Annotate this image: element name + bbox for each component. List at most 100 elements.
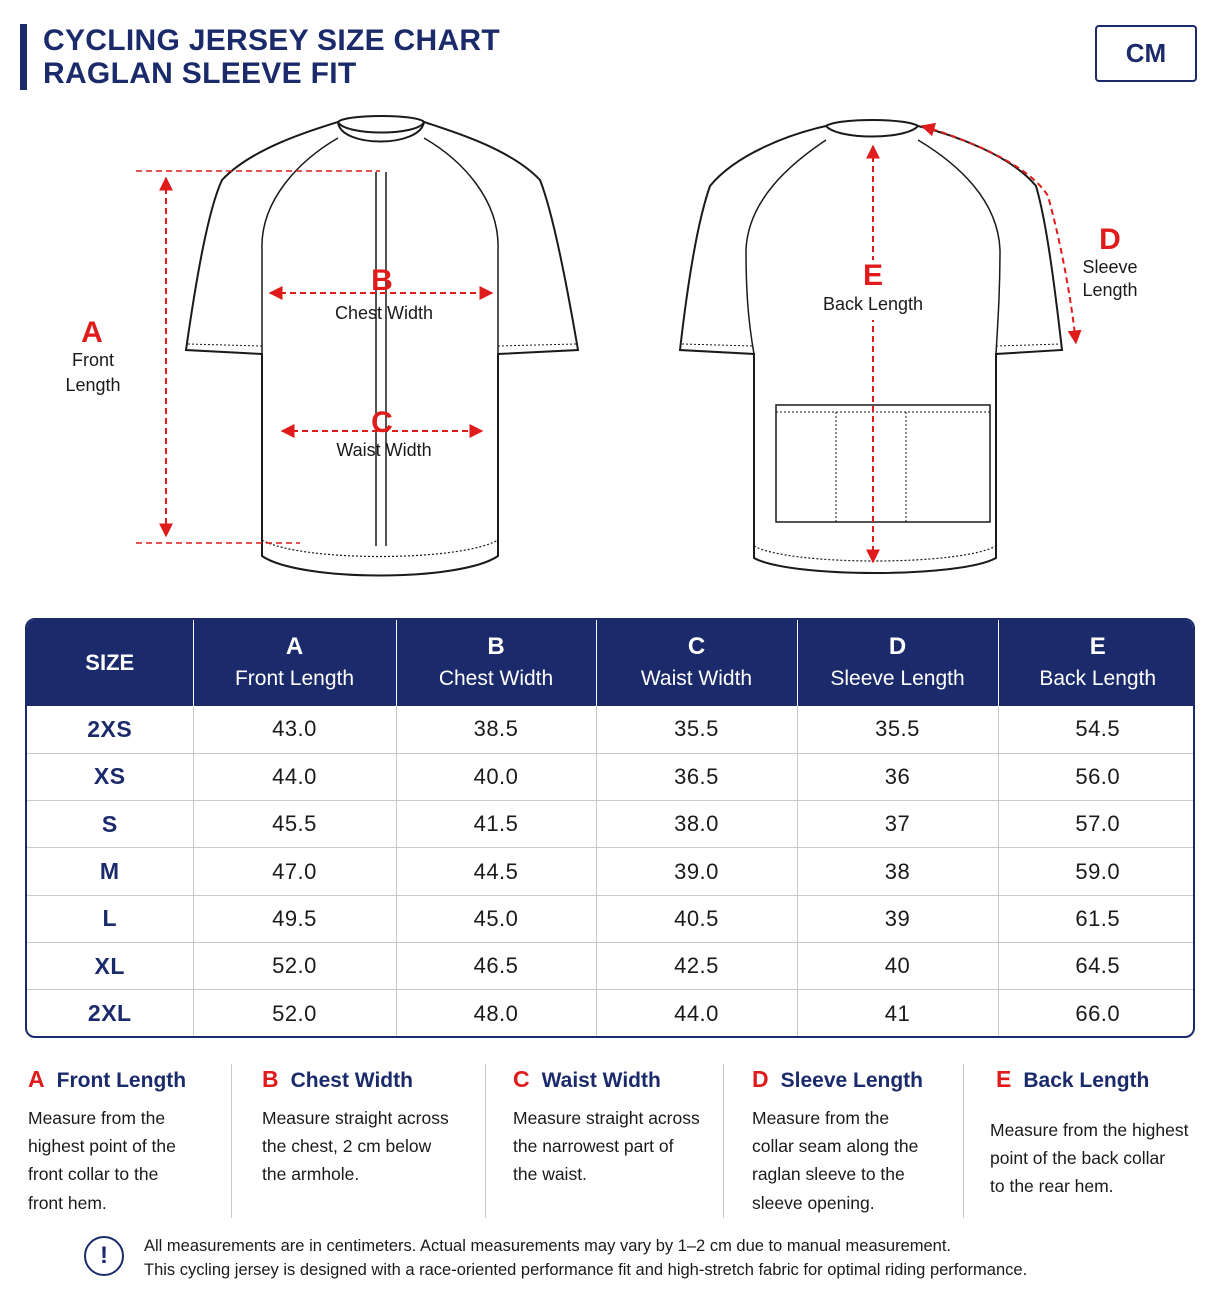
size-table: SIZE A Front Length B Chest Width C Waist W… bbox=[27, 620, 1193, 1036]
value-cell: 40.5 bbox=[596, 895, 798, 943]
back-length-letter: E bbox=[863, 259, 883, 292]
jersey-diagram: A Front Length B Chest Width C Waist Wid… bbox=[65, 115, 1138, 577]
value-cell: 44.0 bbox=[193, 753, 397, 802]
legend-divider bbox=[963, 1064, 964, 1218]
value-cell: 42.5 bbox=[596, 942, 798, 991]
value-cell: 64.5 bbox=[998, 942, 1193, 991]
sleeve-length-letter: D bbox=[1099, 223, 1121, 256]
page-header: CYCLING JERSEY SIZE CHART RAGLAN SLEEVE … bbox=[20, 24, 500, 90]
value-cell: 38.5 bbox=[396, 706, 597, 754]
waist-width-label: Waist Width bbox=[336, 440, 431, 460]
value-cell: 43.0 bbox=[193, 706, 397, 754]
legend-item-sleeve-length: D Sleeve Length Measure from the collar s… bbox=[752, 1062, 962, 1220]
legend-item-waist-width: C Waist Width Measure straight across the… bbox=[513, 1062, 723, 1220]
size-table-container: SIZE A Front Length B Chest Width C Waist W… bbox=[25, 618, 1195, 1038]
table-row: L 49.5 45.0 40.5 39 61.5 bbox=[27, 895, 1193, 943]
footnote: ! All measurements are in centimeters. A… bbox=[84, 1232, 1184, 1286]
back-length-label: Back Length bbox=[823, 294, 923, 314]
legend-title: Front Length bbox=[56, 1069, 187, 1092]
front-length-letter: A bbox=[81, 316, 103, 349]
value-cell: 52.0 bbox=[193, 942, 397, 991]
value-cell: 54.5 bbox=[998, 706, 1193, 754]
unit-badge[interactable]: CM bbox=[1095, 25, 1197, 82]
waist-width-letter: C bbox=[371, 406, 393, 439]
value-cell: 40 bbox=[797, 942, 999, 991]
table-row: 2XL 52.0 48.0 44.0 41 66.0 bbox=[27, 989, 1193, 1036]
size-cell: 2XS bbox=[27, 706, 194, 754]
chest-width-label: Chest Width bbox=[335, 303, 433, 323]
column-header-c: C Waist Width bbox=[596, 620, 798, 706]
column-name: Front Length bbox=[234, 667, 355, 690]
legend-description: Measure from the highest point of the fr… bbox=[28, 1108, 176, 1213]
value-cell: 48.0 bbox=[396, 989, 597, 1036]
value-cell: 44.0 bbox=[596, 989, 798, 1036]
value-cell: 35.5 bbox=[797, 706, 999, 754]
size-cell: XL bbox=[27, 942, 194, 991]
column-name: Chest Width bbox=[438, 667, 554, 690]
value-cell: 38.0 bbox=[596, 800, 798, 849]
value-cell: 49.5 bbox=[193, 895, 397, 943]
page-title: CYCLING JERSEY SIZE CHART bbox=[43, 24, 501, 57]
sleeve-length-label-1: Sleeve bbox=[1082, 257, 1137, 277]
value-cell: 38 bbox=[797, 847, 999, 896]
value-cell: 39 bbox=[797, 895, 999, 943]
column-letter: A bbox=[285, 633, 304, 660]
page-subtitle: RAGLAN SLEEVE FIT bbox=[43, 57, 357, 90]
legend-description: Measure from the collar seam along the r… bbox=[752, 1108, 919, 1213]
legend-letter: C bbox=[513, 1066, 530, 1092]
value-cell: 35.5 bbox=[596, 706, 798, 754]
legend-title: Sleeve Length bbox=[780, 1069, 924, 1092]
column-name: Back Length bbox=[1039, 667, 1157, 690]
value-cell: 52.0 bbox=[193, 989, 397, 1036]
table-header-row: SIZE A Front Length B Chest Width C Waist W… bbox=[27, 620, 1193, 706]
column-header-e: E Back Length bbox=[998, 620, 1193, 706]
legend-title: Back Length bbox=[1023, 1069, 1150, 1092]
table-row: XL 52.0 46.5 42.5 40 64.5 bbox=[27, 942, 1193, 991]
front-length-label-1: Front bbox=[72, 350, 114, 370]
value-cell: 56.0 bbox=[998, 753, 1193, 802]
table-row: XS 44.0 40.0 36.5 36 56.0 bbox=[27, 753, 1193, 802]
back-jersey-illustration bbox=[678, 119, 1064, 574]
legend-description: Measure straight across the chest, 2 cm … bbox=[262, 1108, 449, 1185]
column-name: Waist Width bbox=[640, 667, 753, 690]
legend-item-chest-width: B Chest Width Measure straight across the… bbox=[262, 1062, 482, 1220]
footnote-text: All measurements are in centimeters. Act… bbox=[144, 1234, 1027, 1282]
legend-title: Chest Width bbox=[290, 1069, 413, 1092]
legend-letter: D bbox=[752, 1066, 769, 1092]
value-cell: 45.5 bbox=[193, 800, 397, 849]
value-cell: 47.0 bbox=[193, 847, 397, 896]
value-cell: 36 bbox=[797, 753, 999, 802]
measurement-legend: A Front Length Measure from the highest p… bbox=[0, 1062, 1216, 1220]
column-letter: B bbox=[487, 633, 505, 660]
size-cell: M bbox=[27, 847, 194, 896]
footnote-line-1: All measurements are in centimeters. Act… bbox=[144, 1237, 952, 1255]
table-row: 2XS 43.0 38.5 35.5 35.5 54.5 bbox=[27, 706, 1193, 754]
legend-letter: B bbox=[262, 1066, 279, 1092]
column-letter: E bbox=[1089, 633, 1106, 660]
size-cell: XS bbox=[27, 753, 194, 802]
size-cell: L bbox=[27, 895, 194, 943]
value-cell: 36.5 bbox=[596, 753, 798, 802]
value-cell: 41 bbox=[797, 989, 999, 1036]
value-cell: 37 bbox=[797, 800, 999, 849]
value-cell: 44.5 bbox=[396, 847, 597, 896]
legend-letter: A bbox=[28, 1066, 45, 1092]
legend-divider bbox=[485, 1064, 486, 1218]
legend-divider bbox=[231, 1064, 232, 1218]
value-cell: 41.5 bbox=[396, 800, 597, 849]
sleeve-length-label-2: Length bbox=[1082, 280, 1137, 300]
legend-title: Waist Width bbox=[541, 1069, 661, 1092]
column-letter: C bbox=[687, 633, 706, 660]
front-jersey-illustration bbox=[184, 115, 580, 577]
value-cell: 39.0 bbox=[596, 847, 798, 896]
exclamation-circle-icon: ! bbox=[84, 1236, 124, 1276]
column-name: Sleeve Length bbox=[830, 667, 965, 690]
legend-description: Measure from the highest point of the ba… bbox=[990, 1120, 1189, 1197]
value-cell: 57.0 bbox=[998, 800, 1193, 849]
value-cell: 66.0 bbox=[1075, 1000, 1121, 1026]
size-cell: 2XL bbox=[27, 989, 194, 1036]
column-header-a: A Front Length bbox=[193, 620, 397, 706]
value-cell: 61.5 bbox=[998, 895, 1193, 943]
size-cell: S bbox=[27, 800, 194, 849]
table-row: S 45.5 41.5 38.0 37 57.0 bbox=[27, 800, 1193, 849]
